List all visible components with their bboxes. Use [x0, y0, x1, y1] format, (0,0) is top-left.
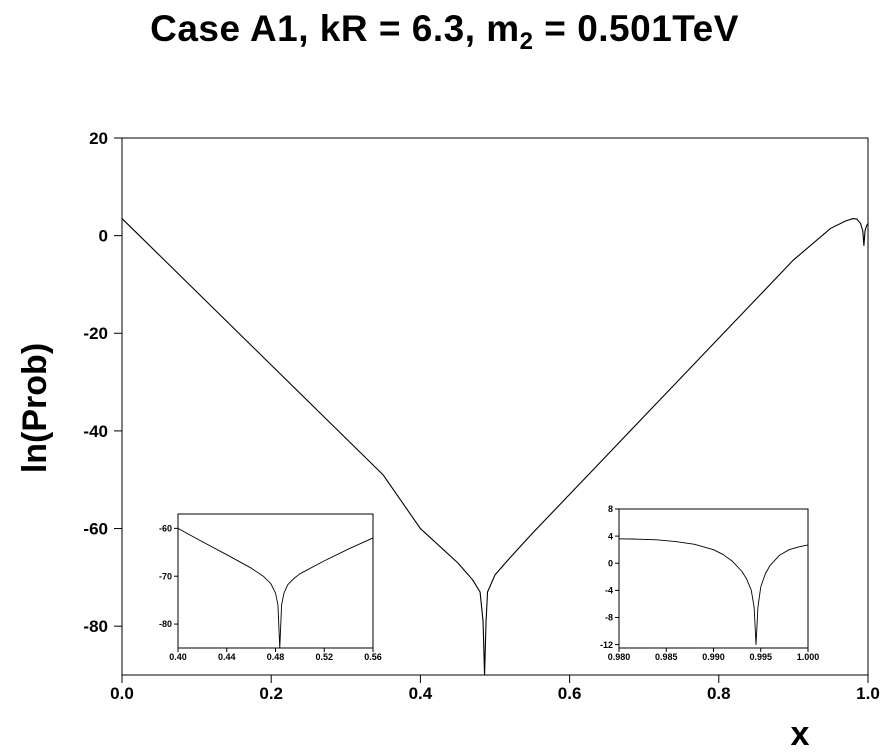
- inset-left-x-tick-label: 0.40: [169, 652, 187, 662]
- inset-right-x-tick-label: 0.980: [608, 652, 631, 662]
- inset-right-x-tick-label: 0.990: [702, 652, 725, 662]
- x-axis-label: x: [791, 715, 810, 753]
- inset-left-x-tick-label: 0.48: [267, 652, 285, 662]
- inset-left-plot: 0.40 0.44 0.48 0.52 0.56 -60 -70 -80: [159, 513, 382, 662]
- inset-left-y-tick-label: -70: [159, 571, 172, 581]
- inset-right-y-tick-label: -4: [605, 586, 613, 596]
- inset-right-x-tick-label: 0.985: [655, 652, 678, 662]
- inset-left-y-tick-label: -80: [159, 619, 172, 629]
- inset-right-plot: 0.980 0.985 0.990 0.995 1.000 8 4 0 -4 -8 -12: [600, 504, 819, 662]
- inset-right-y-tick-label: 0: [608, 558, 613, 568]
- inset-right-background: [619, 509, 808, 648]
- main-x-tick-label: 0.0: [110, 684, 134, 703]
- main-x-tick-label: 0.4: [409, 684, 433, 703]
- main-y-tick-label: 0: [99, 227, 108, 246]
- chart-title: Case A1, kR = 6.3, m2 = 0.501TeV: [0, 8, 889, 56]
- main-frame: [121, 137, 869, 676]
- title-subscript: 2: [519, 28, 534, 55]
- main-x-tick-label: 0.2: [259, 684, 283, 703]
- inset-right-x-tick-label: 0.995: [749, 652, 772, 662]
- main-x-tick-label: 1.0: [856, 684, 880, 703]
- inset-right-series-line-0: [618, 538, 809, 646]
- title-suffix: = 0.501TeV: [533, 8, 739, 49]
- inset-right-y-tick-label: -8: [605, 613, 613, 623]
- main-y-tick-label: -20: [83, 324, 108, 343]
- inset-right-y-tick-label: 8: [608, 504, 613, 514]
- inset-right-y-tick-label: 4: [608, 531, 613, 541]
- inset-left-x-tick-label: 0.56: [364, 652, 382, 662]
- inset-left-background: [178, 514, 373, 648]
- main-y-tick-label: 20: [89, 129, 108, 148]
- inset-left-x-tick-label: 0.52: [315, 652, 333, 662]
- main-series-line-0: [121, 218, 869, 676]
- main-y-tick-label: -60: [83, 519, 108, 538]
- main-x-tick-label: 0.6: [558, 684, 582, 703]
- main-x-tick-label: 0.8: [707, 684, 731, 703]
- inset-left-x-tick-label: 0.44: [218, 652, 236, 662]
- inset-left-y-tick-label: -60: [159, 524, 172, 534]
- inset-right-x-tick-label: 1.000: [797, 652, 820, 662]
- y-axis-label: ln(Prob): [16, 343, 54, 473]
- inset-right-y-tick-label: -12: [600, 640, 613, 650]
- main-y-tick-label: -40: [83, 422, 108, 441]
- title-prefix: Case A1, kR = 6.3, m: [150, 8, 520, 49]
- main-y-tick-label: -80: [83, 617, 108, 636]
